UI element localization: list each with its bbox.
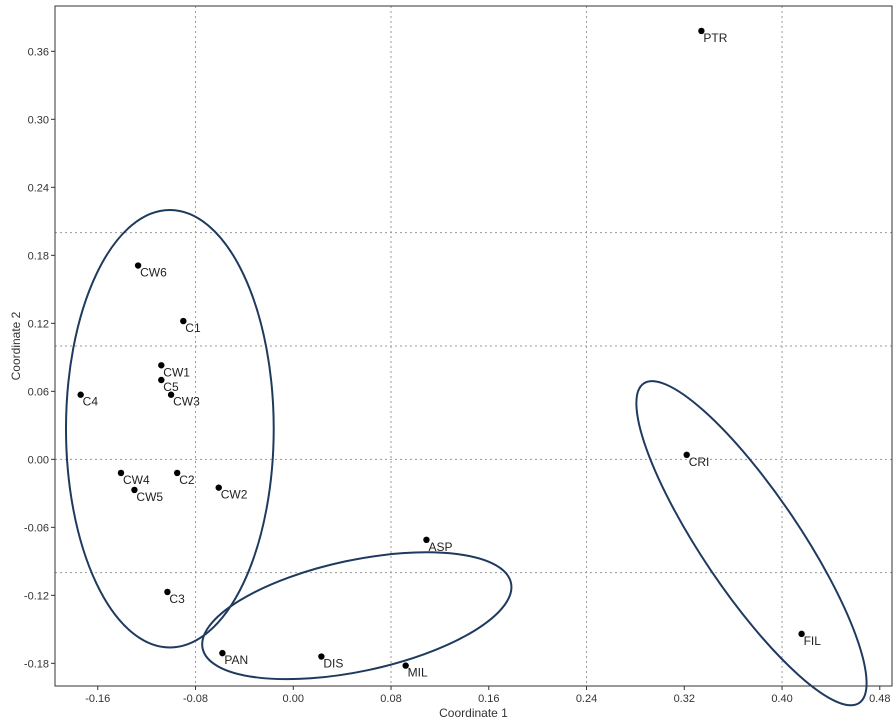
x-tick-label: 0.40 <box>771 693 792 705</box>
y-tick-label: -0.12 <box>24 590 49 602</box>
data-point <box>683 451 690 458</box>
y-tick-label: 0.36 <box>28 46 49 58</box>
y-tick-label: 0.24 <box>28 182 49 194</box>
x-tick-label: -0.16 <box>85 693 110 705</box>
plot-frame <box>54 5 893 687</box>
grid <box>55 6 892 686</box>
data-point <box>402 662 409 669</box>
point-label: CW3 <box>173 395 200 409</box>
y-axis-ticks: -0.18 -0.12 -0.06 0.00 0.06 0.12 0.18 0.24 0.30 0… <box>24 46 55 670</box>
point-label: CW1 <box>163 365 190 379</box>
x-tick-label: 0.48 <box>869 693 890 705</box>
point-label: CW6 <box>140 266 167 280</box>
y-tick-label: 0.30 <box>28 114 49 126</box>
cluster-ellipse <box>635 380 868 707</box>
data-point <box>131 486 138 494</box>
x-tick-label: 0.32 <box>674 693 695 705</box>
point-label: C4 <box>83 395 99 409</box>
point-label: MIL <box>408 666 428 680</box>
y-tick-label: 0.12 <box>28 318 49 330</box>
data-point <box>219 649 226 657</box>
y-tick-label: -0.18 <box>24 658 49 670</box>
data-point <box>173 469 181 477</box>
point-label: FIL <box>804 634 822 648</box>
y-tick-label: 0.00 <box>28 454 49 466</box>
data-point <box>117 469 125 477</box>
y-tick-label: -0.06 <box>24 522 49 534</box>
data-point <box>180 317 187 325</box>
x-tick-label: -0.08 <box>183 693 208 705</box>
point-label: CW5 <box>136 490 163 504</box>
data-point <box>798 630 805 638</box>
data-point <box>164 588 171 596</box>
data-point <box>77 391 84 398</box>
point-label: C3 <box>169 592 185 606</box>
point-label: PAN <box>224 653 248 667</box>
data-point <box>134 262 142 269</box>
y-tick-label: 0.18 <box>28 250 49 262</box>
data-point <box>318 653 325 660</box>
point-label: C2 <box>179 473 195 487</box>
data-point <box>215 484 222 491</box>
data-point <box>423 536 430 543</box>
data-point <box>158 362 165 369</box>
point-label: PTR <box>703 31 727 45</box>
point-label: DIS <box>323 657 343 671</box>
cluster-ellipse <box>64 209 275 649</box>
point-label: CRI <box>689 455 710 469</box>
data-point <box>698 27 705 35</box>
x-tick-label: 0.00 <box>283 693 304 705</box>
point-label: C1 <box>185 321 201 335</box>
x-tick-label: 0.08 <box>380 693 401 705</box>
x-axis-ticks: -0.16 -0.08 0.00 0.08 0.16 0.24 0.32 0.40 0.48 <box>85 686 890 705</box>
point-label: CW2 <box>221 488 248 502</box>
x-axis-title: Coordinate 1 <box>439 706 508 720</box>
point-label: CW4 <box>123 473 150 487</box>
cluster-ellipses <box>64 209 868 707</box>
x-tick-label: 0.16 <box>478 693 499 705</box>
data-point <box>158 376 165 384</box>
y-tick-label: 0.06 <box>28 386 49 398</box>
point-label: ASP <box>428 540 452 554</box>
data-point <box>167 391 175 398</box>
cluster-ellipse <box>201 551 513 681</box>
point-label: C5 <box>163 380 179 394</box>
y-axis-title: Coordinate 2 <box>9 311 23 380</box>
x-tick-label: 0.24 <box>576 693 597 705</box>
